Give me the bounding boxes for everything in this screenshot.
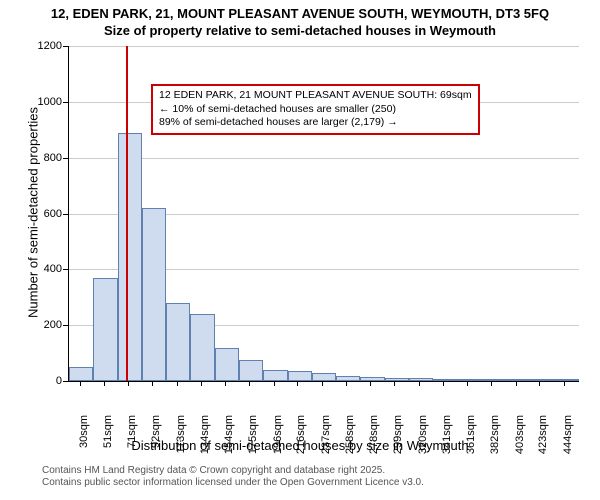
ytick-label: 0 xyxy=(0,375,62,387)
histogram-bar xyxy=(433,379,457,381)
plot-area: 12 EDEN PARK, 21 MOUNT PLEASANT AVENUE S… xyxy=(68,46,579,382)
histogram-bar xyxy=(482,379,506,381)
histogram-bar xyxy=(166,303,190,381)
footer-line2: Contains public sector information licen… xyxy=(42,477,424,489)
ytick-label: 800 xyxy=(0,152,62,164)
footer-attribution: Contains HM Land Registry data © Crown c… xyxy=(42,465,424,489)
chart-title-address: 12, EDEN PARK, 21, MOUNT PLEASANT AVENUE… xyxy=(0,0,600,23)
footer-line1: Contains HM Land Registry data © Crown c… xyxy=(42,465,424,477)
annotation-line: 89% of semi-detached houses are larger (… xyxy=(159,116,472,130)
histogram-bar xyxy=(555,379,579,381)
ytick-label: 600 xyxy=(0,208,62,220)
ytick-label: 1200 xyxy=(0,40,62,52)
histogram-bar xyxy=(215,348,239,382)
histogram-bar xyxy=(409,378,433,381)
ytick-label: 200 xyxy=(0,319,62,331)
x-axis-label: Distribution of semi-detached houses by … xyxy=(0,438,600,453)
histogram-bar xyxy=(360,377,384,381)
histogram-bar xyxy=(118,133,142,381)
annotation-line: 12 EDEN PARK, 21 MOUNT PLEASANT AVENUE S… xyxy=(159,89,472,103)
ytick-label: 1000 xyxy=(0,96,62,108)
ytick-label: 400 xyxy=(0,263,62,275)
chart-title-desc: Size of property relative to semi-detach… xyxy=(0,23,600,40)
histogram-bar xyxy=(239,360,263,381)
annotation-callout: 12 EDEN PARK, 21 MOUNT PLEASANT AVENUE S… xyxy=(151,84,480,135)
histogram-bar xyxy=(93,278,117,381)
histogram-bar xyxy=(506,379,530,381)
histogram-bar xyxy=(336,376,360,381)
property-marker-line xyxy=(126,46,128,381)
histogram-bar xyxy=(142,208,166,381)
histogram-bar xyxy=(190,314,214,381)
annotation-line: ← 10% of semi-detached houses are smalle… xyxy=(159,103,472,117)
histogram-bar xyxy=(458,379,482,381)
histogram-bar xyxy=(312,373,336,381)
histogram-bar xyxy=(69,367,93,381)
histogram-bar xyxy=(263,370,287,381)
histogram-bar xyxy=(288,371,312,381)
histogram-bar xyxy=(530,379,554,381)
histogram-bar xyxy=(385,378,409,381)
